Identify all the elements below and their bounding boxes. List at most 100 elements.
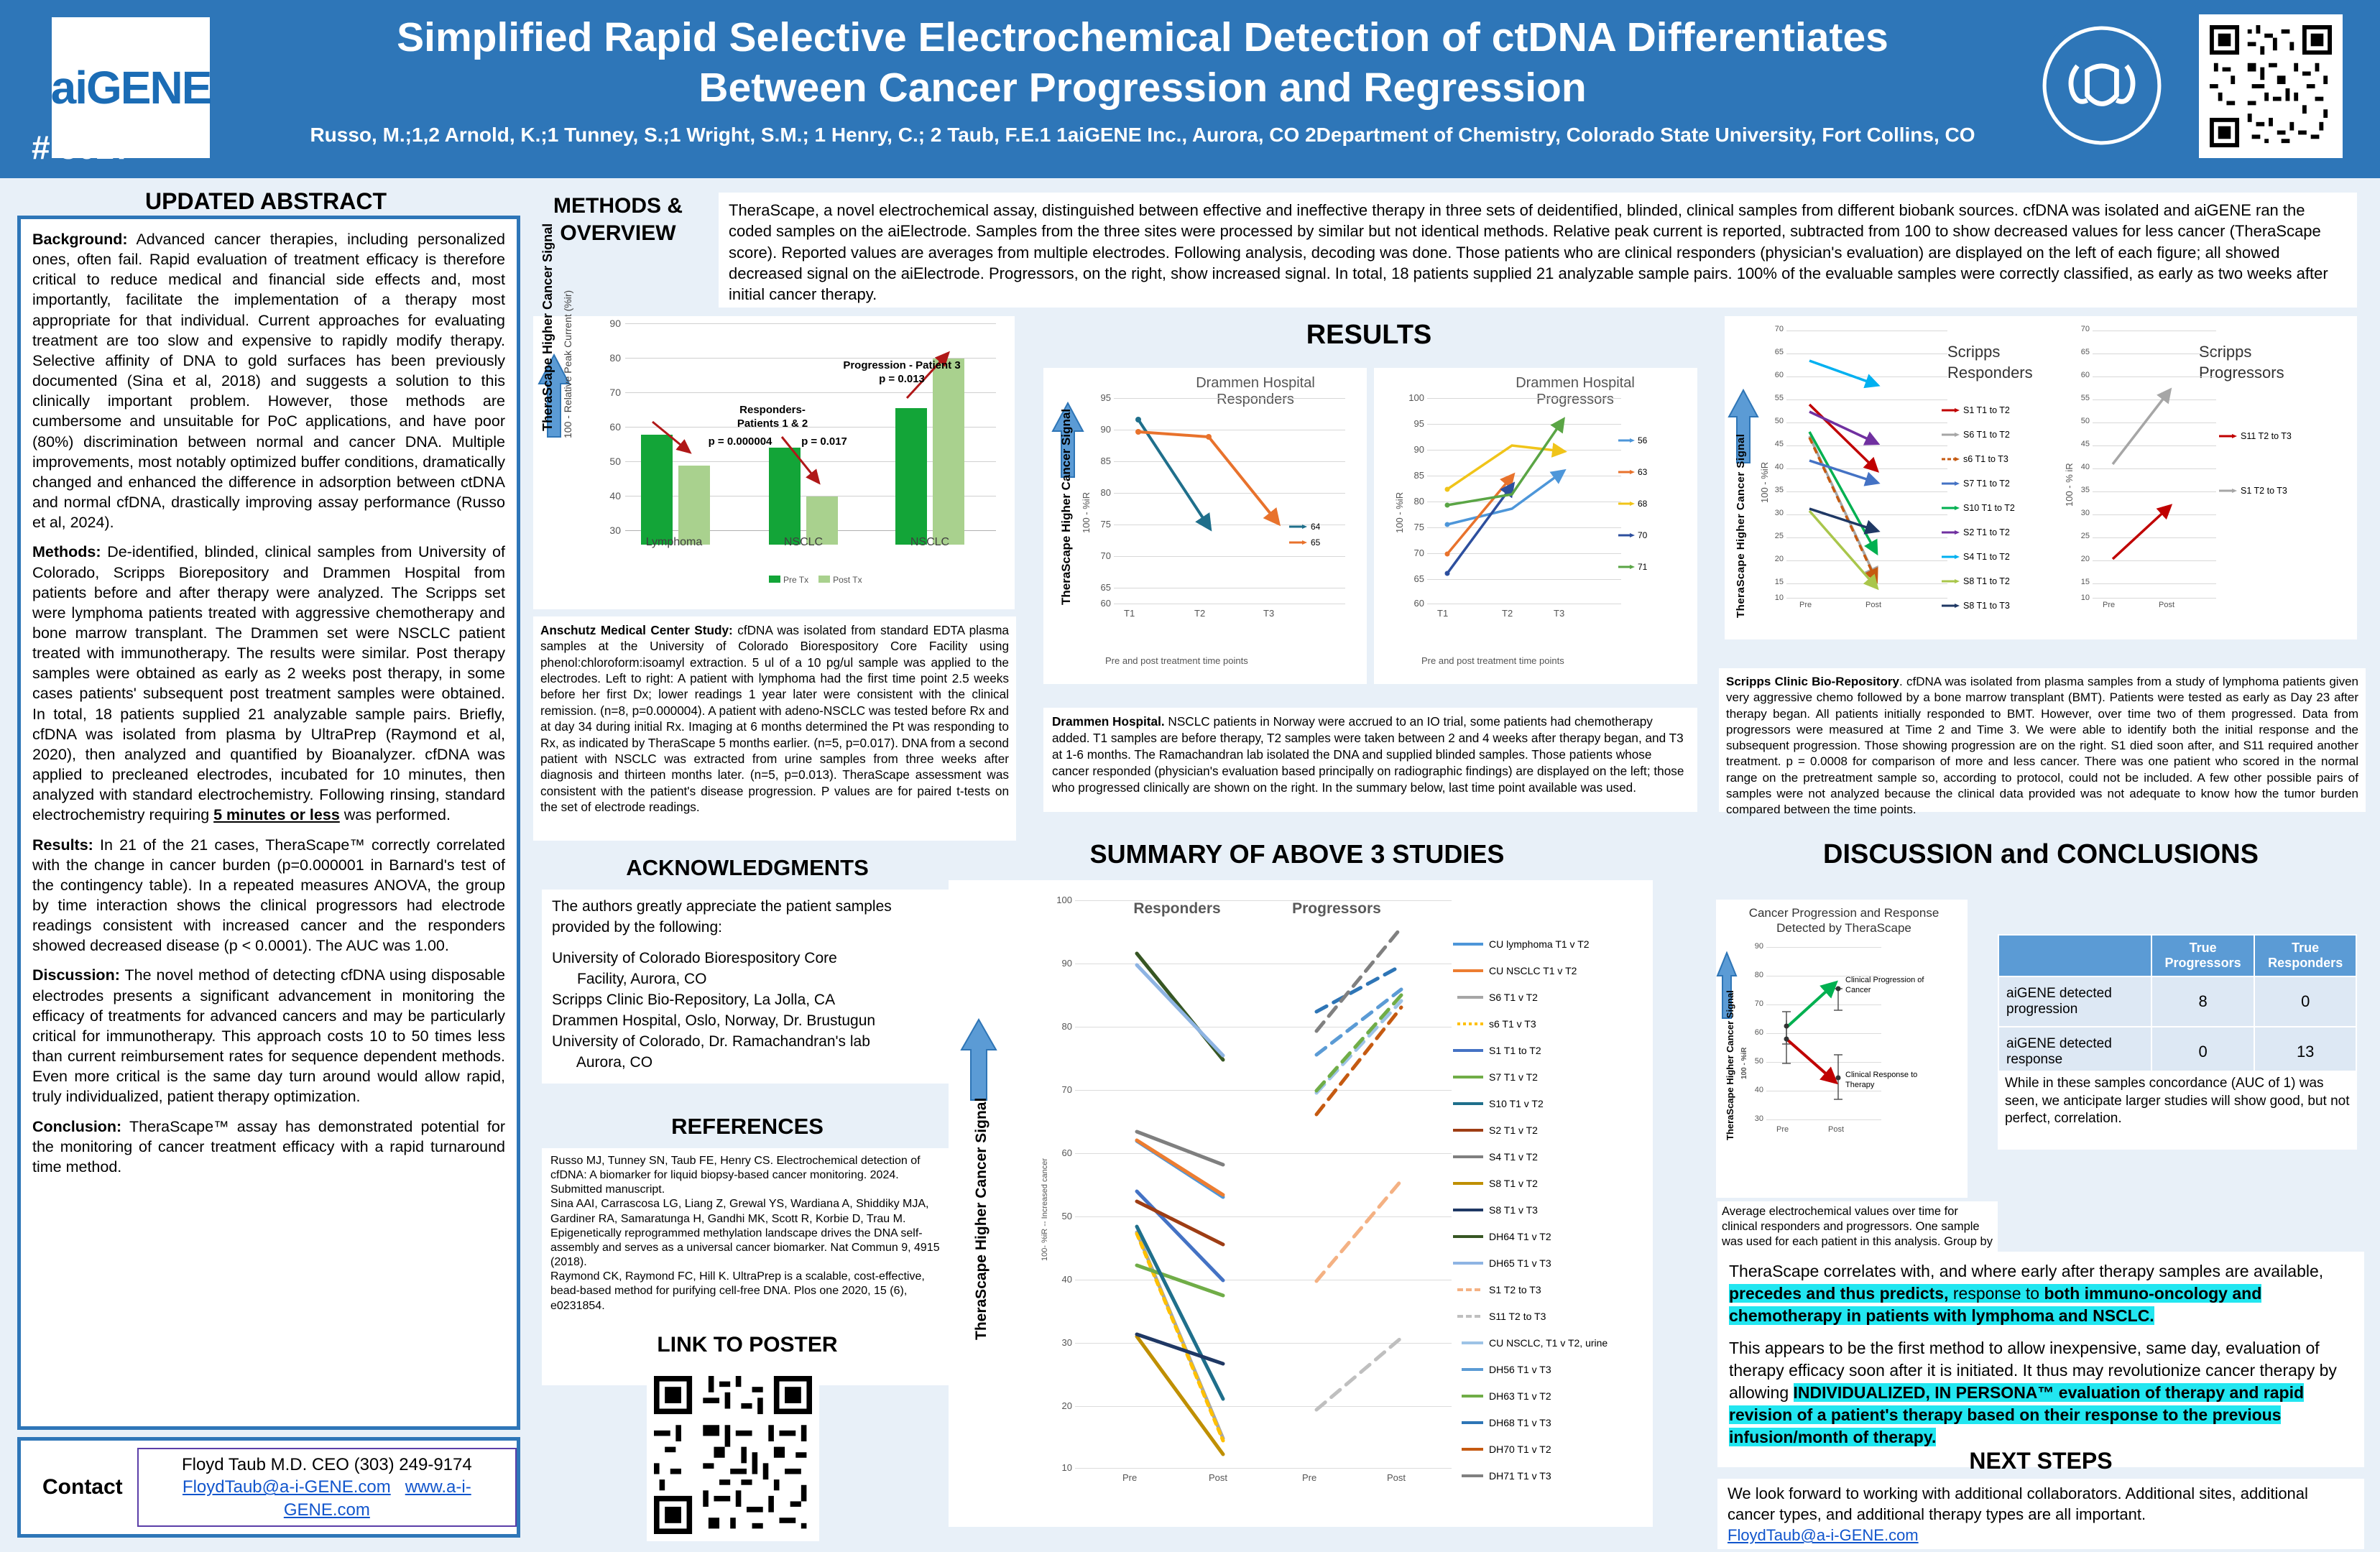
sp-ytick-35: 35 [2080, 486, 2090, 494]
drammen-prog-line-70 [1446, 481, 1516, 575]
bar-ytick-40: 40 [609, 490, 621, 502]
sum-line-s1 [1135, 1189, 1225, 1283]
summary-legend-item: S6 T1 v T2 [1489, 991, 1538, 1003]
aigene-logo: aiGENE [51, 17, 212, 158]
scripps-outer-y-label: TheraScape Higher Cancer Signal [1735, 433, 1747, 618]
sum-xtick-post-2: Post [1387, 1472, 1406, 1483]
next-steps-email-link[interactable]: FloydTaub@a-i-GENE.com [1728, 1526, 1919, 1545]
sr-xtick-post: Post [1865, 601, 1882, 609]
next-steps-text: We look forward to working with addition… [1728, 1484, 2308, 1524]
summary-legend-item: S2 T1 v T2 [1489, 1124, 1538, 1136]
scripps-resp-line-s1 [1808, 403, 1880, 473]
dp-ytick-95: 95 [1413, 418, 1424, 429]
disc-annotation-response: Clinical Response to Therapy [1845, 1071, 1918, 1089]
dr-ytick-95: 95 [1100, 392, 1111, 403]
dr-xtick-t1: T1 [1124, 608, 1135, 619]
summary-legend-item: S1 T1 to T2 [1489, 1044, 1541, 1056]
dp-ytick-90: 90 [1413, 444, 1424, 455]
reference-item: Russo MJ, Tunney SN, Taub FE, Henry CS. … [550, 1155, 921, 1196]
contact-email-link[interactable]: FloydTaub@a-i-GENE.com [182, 1477, 391, 1497]
abstract-background-text: Advanced cancer therapies, including per… [32, 231, 505, 532]
bar-annotation-responders: Responders- Patients 1 & 2 [737, 404, 808, 430]
poster-header: aiGENE Simplified Rapid Selective Electr… [0, 0, 2380, 178]
summary-group-label-responders: Responders [1133, 900, 1221, 917]
abstract-results-text: In 21 of the 21 cases, TheraScape™ corre… [32, 836, 505, 955]
sr-ytick-30: 30 [1774, 509, 1784, 517]
results-section-title: RESULTS [1306, 320, 1432, 350]
disc-ytick-80: 80 [1754, 971, 1763, 979]
sum-line-s2 [1135, 1199, 1225, 1247]
summary-legend-item: S10 T1 v T2 [1489, 1097, 1544, 1109]
scripps-caption: Scripps Clinic Bio-Repository. cfDNA was… [1719, 668, 2366, 816]
sr-xtick-pre: Pre [1799, 601, 1812, 609]
methods-title-line1: METHODS & [553, 194, 683, 218]
contact-website-link[interactable]: www.a-i-GENE.com [283, 1477, 471, 1520]
sum-line-s6-t3 [1135, 1232, 1225, 1443]
conclusion-paragraph-1: TheraScape correlates with, and where ea… [1729, 1260, 2353, 1327]
summary-chart: TheraScape Higher Cancer Signal 100- %iR… [949, 880, 1653, 1527]
summary-legend-item: CU NSCLC, T1 v T2, urine [1489, 1336, 1608, 1349]
bar-nsclc2-pre [895, 408, 927, 545]
acknowledgments-section-title: ACKNOWLEDGMENTS [626, 855, 869, 880]
abstract-results-paragraph: Results: In 21 of the 21 cases, TheraSca… [32, 835, 505, 956]
reference-item: Raymond CK, Raymond FC, Hill K. UltraPre… [550, 1270, 925, 1312]
references-body: Russo MJ, Tunney SN, Taub FE, Henry CS. … [542, 1148, 951, 1385]
up-arrow-icon-scripps [1728, 388, 1759, 463]
scripps-resp-legend: S1 T1 to T2 S6 T1 to T2 s6 T1 to T3 S7 T… [1942, 405, 2015, 611]
dp-ytick-70: 70 [1413, 548, 1424, 558]
qr-code-poster-link[interactable] [647, 1369, 819, 1541]
sum-line-dh56 [1314, 987, 1403, 1057]
summary-y-label: 100- %iR -- Increased cancer [1041, 1158, 1049, 1261]
page-title: Simplified Rapid Selective Electrochemic… [309, 13, 1976, 113]
table-header-blank [1998, 934, 2152, 977]
contact-label: Contact [42, 1475, 123, 1499]
disc-ytick-50: 50 [1754, 1057, 1763, 1066]
drammen-caption: Drammen Hospital. NSCLC patients in Norw… [1043, 708, 1697, 812]
disc-annotation-progression: Clinical Progression of Cancer [1845, 976, 1924, 994]
concl-p1-text-a: TheraScape correlates with, and where ea… [1729, 1262, 2324, 1280]
bar-category-nsclc-2: NSCLC [910, 536, 950, 548]
sum-line-s4 [1135, 1130, 1225, 1167]
bar-category-nsclc-1: NSCLC [783, 536, 824, 548]
summary-legend-item: DH56 T1 v T3 [1489, 1363, 1551, 1375]
dr-ytick-90: 90 [1100, 424, 1111, 435]
qr-code-header[interactable] [2199, 14, 2343, 158]
scripps-resp-line-s8-t3 [1809, 507, 1881, 535]
dr-xtick-t3: T3 [1263, 608, 1275, 619]
drammen-responders-chart: Drammen Hospital Responders TheraScape H… [1043, 368, 1367, 684]
abstract-methods-text-b: was performed. [339, 806, 451, 824]
abstract-discussion-label: Discussion: [32, 966, 120, 984]
drammen-resp-line-64 [1137, 418, 1212, 532]
bar-chart-plot-area: 90 80 70 60 50 40 30 Lymphoma NSCLC NSCL… [596, 318, 999, 568]
drammen-prog-y-label: 100 - %iR [1394, 491, 1405, 533]
bar-annotation-p2: p = 0.017 [801, 435, 847, 448]
acknowledgment-item: Scripps Clinic Bio-Repository, La Jolla,… [552, 991, 836, 1008]
dp-ytick-65: 65 [1413, 573, 1424, 584]
sp-ytick-25: 25 [2080, 532, 2090, 540]
abstract-background-paragraph: Background: Advanced cancer therapies, i… [32, 229, 505, 532]
sum-line-dh65 [1135, 963, 1225, 1058]
scripps-resp-line-s4 [1809, 359, 1881, 389]
sum-line-s1-prog [1314, 1178, 1403, 1283]
scripps-prog-line-s1 [2111, 387, 2172, 466]
sp-ytick-50: 50 [2080, 417, 2090, 425]
sum-ytick-60: 60 [1061, 1147, 1072, 1158]
dr-ytick-60: 60 [1100, 598, 1111, 609]
acknowledgment-item: University of Colorado Biorespository Co… [552, 949, 837, 966]
concl-p1-highlight-1: precedes and thus predicts, [1729, 1284, 1949, 1303]
concl-p2-highlight: INDIVIDUALIZED, IN PERSONA™ evaluation o… [1729, 1383, 2305, 1447]
drammen-caption-lead: Drammen Hospital. [1052, 714, 1165, 729]
sp-xtick-pre: Pre [2103, 601, 2116, 609]
sr-ytick-45: 45 [1774, 440, 1784, 448]
summary-legend-item: s6 T1 v T3 [1489, 1017, 1536, 1030]
scripps-charts-panel: TheraScape Higher Cancer Signal Scripps R… [1725, 316, 2357, 639]
drammen-caption-text: NSCLC patients in Norway were accrued to… [1052, 714, 1684, 795]
summary-legend-item: DH63 T1 v T2 [1489, 1390, 1551, 1402]
drammen-resp-title-l1: Drammen Hospital [1196, 375, 1315, 391]
sum-xtick-post-1: Post [1209, 1472, 1228, 1483]
abstract-conclusion-text: TheraScape™ assay has demonstrated poten… [32, 1117, 505, 1175]
table-cell-response-true-progressors: 0 [2150, 1026, 2256, 1078]
abstract-conclusion-label: Conclusion: [32, 1117, 122, 1135]
bar-chart-y-label: 100 - Relative Peak Current (%ir) [562, 290, 573, 438]
bar-nsclc1-pre [769, 448, 801, 545]
